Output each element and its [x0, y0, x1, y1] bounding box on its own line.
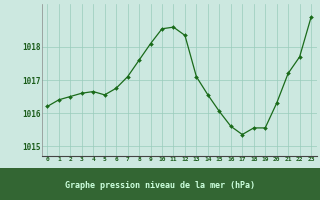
Text: Graphe pression niveau de la mer (hPa): Graphe pression niveau de la mer (hPa)	[65, 181, 255, 190]
